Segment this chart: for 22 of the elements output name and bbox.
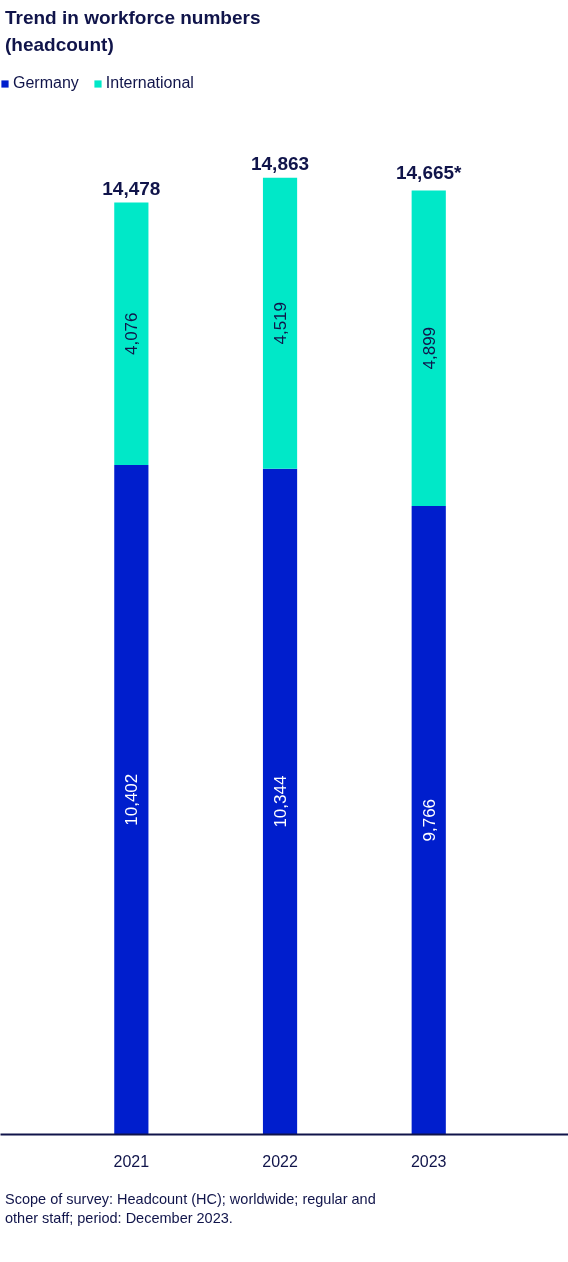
- bar: [262, 177, 298, 469]
- data-label: 4,076: [122, 312, 142, 356]
- text: Scope of survey: Headcount (HC); worldwide; regular and other staff; period: December 2023.: [5, 1190, 377, 1228]
- total-label: 14,863: [250, 152, 310, 174]
- data-label: 10,344: [271, 775, 291, 828]
- bar: [411, 505, 446, 1135]
- data-label: 10,402: [122, 773, 142, 826]
- legend-label: Germany: [13, 74, 79, 92]
- chart-title: Trend in workforce numbers (headcount): [5, 6, 262, 57]
- legend-label: International: [105, 74, 194, 92]
- x-tick-label: 2021: [113, 1152, 150, 1170]
- bar: [114, 202, 149, 465]
- x-tick-label: 2023: [410, 1152, 447, 1170]
- bar: [262, 468, 298, 1135]
- bar: [114, 464, 149, 1135]
- data-label: 9,766: [419, 798, 439, 842]
- x-tick-label: 2022: [262, 1152, 298, 1170]
- bar: [411, 190, 446, 506]
- total-label: 14,665*: [395, 161, 463, 183]
- data-label: 4,519: [271, 301, 291, 345]
- data-label: 4,899: [419, 326, 439, 370]
- total-label: 14,478: [102, 177, 161, 199]
